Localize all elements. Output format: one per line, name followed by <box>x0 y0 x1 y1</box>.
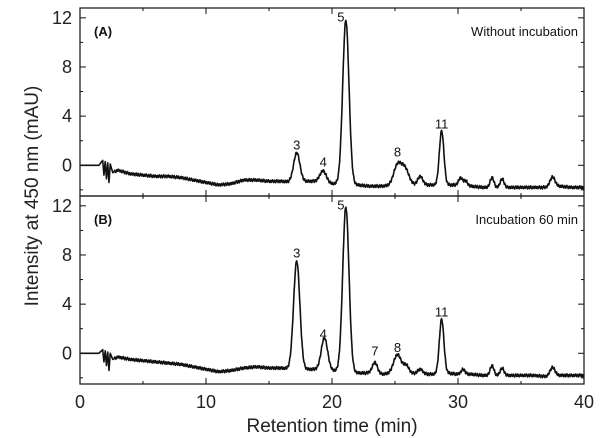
y-tick-label: 4 <box>62 106 72 126</box>
chromatogram-trace-1 <box>79 19 585 190</box>
peak-label: 11 <box>435 304 449 319</box>
x-tick-label: 20 <box>322 392 342 412</box>
peak-label: 4 <box>320 327 327 342</box>
peak-label: 5 <box>337 10 344 25</box>
x-tick-label: 30 <box>448 392 468 412</box>
y-axis-label: Intensity at 450 nm (mAU) <box>22 86 43 307</box>
x-axis-label: Retention time (min) <box>246 416 417 437</box>
x-tick-label: 10 <box>196 392 216 412</box>
peak-label: 3 <box>293 245 300 260</box>
peak-label: 4 <box>320 155 327 170</box>
x-tick-label: 40 <box>574 392 594 412</box>
y-tick-label: 0 <box>62 343 72 363</box>
peak-label: 8 <box>394 145 401 160</box>
x-tick-label: 0 <box>75 392 85 412</box>
y-tick-label: 8 <box>62 57 72 77</box>
panel-title-1: Without incubation <box>471 24 578 39</box>
panel-title-2: Incubation 60 min <box>475 212 578 227</box>
peak-label: 11 <box>435 116 449 131</box>
peak-label: 5 <box>337 198 344 213</box>
peak-label: 3 <box>293 137 300 152</box>
y-tick-label: 8 <box>62 245 72 265</box>
peak-label: 8 <box>394 340 401 355</box>
peak-label: 7 <box>371 344 378 359</box>
y-tick-label: 0 <box>62 155 72 175</box>
y-tick-label: 4 <box>62 294 72 314</box>
y-tick-label: 12 <box>52 196 72 216</box>
chromatogram-trace-2 <box>79 206 585 379</box>
y-tick-label: 12 <box>52 8 72 28</box>
panel-label-1: (A) <box>94 24 112 39</box>
panel-label-2: (B) <box>94 212 112 227</box>
